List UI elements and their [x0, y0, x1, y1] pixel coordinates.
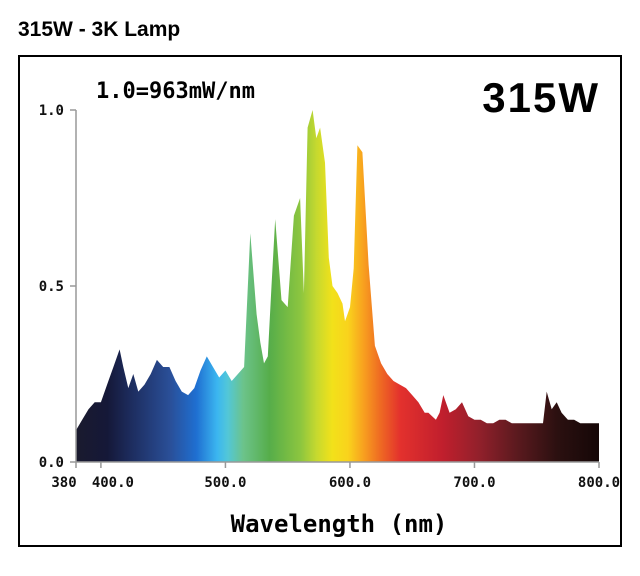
plot-area: 1.0 0.5 0.0 380 400.0 500.0 600.0 700.0 800.0 Wav…: [39, 74, 620, 538]
x-tick-label: 800.0: [578, 475, 620, 491]
spectrum-area: [76, 110, 599, 462]
x-tick-label: 500.0: [204, 475, 246, 491]
y-tick-label: 1.0: [39, 103, 64, 119]
x-tick-label: 400.0: [92, 475, 134, 491]
x-tick-label: 700.0: [453, 475, 495, 491]
page-title: 315W - 3K Lamp: [18, 18, 181, 41]
y-tick-label: 0.5: [39, 279, 64, 295]
x-tick-label: 380: [51, 475, 76, 491]
x-tick-label: 600.0: [329, 475, 371, 491]
scale-annotation: 1.0=963mW/nm: [96, 79, 255, 104]
chart-frame: [18, 55, 622, 547]
chart-title: 315W: [482, 74, 600, 121]
x-axis-label: Wavelength (nm): [231, 510, 448, 538]
y-tick-label: 0.0: [39, 455, 64, 471]
